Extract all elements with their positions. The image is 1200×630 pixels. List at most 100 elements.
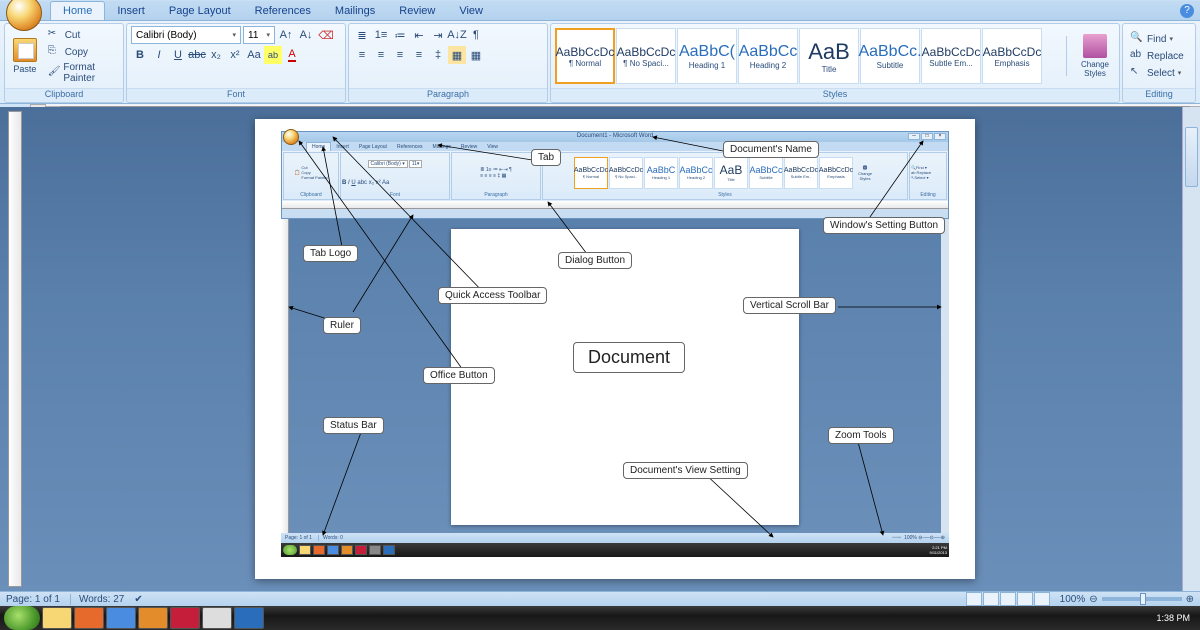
highlight-button[interactable]: ab — [264, 46, 282, 64]
brush-icon: 🖌 — [48, 66, 61, 80]
tab-insert[interactable]: Insert — [105, 2, 157, 20]
tab-page-layout[interactable]: Page Layout — [157, 2, 243, 20]
subscript-button[interactable]: x₂ — [207, 46, 225, 64]
style-card-5[interactable]: AaBbCc.Subtitle — [860, 28, 920, 84]
styles-group-label: Styles — [551, 88, 1119, 102]
style-card-3[interactable]: AaBbCcHeading 2 — [738, 28, 798, 84]
case-button[interactable]: Aa — [245, 46, 263, 64]
zoom-in-button[interactable]: ⊕ — [1186, 594, 1194, 605]
paste-button[interactable]: Paste — [9, 38, 41, 74]
taskbar-media[interactable] — [138, 607, 168, 629]
bullets-button[interactable]: ≣ — [353, 26, 371, 44]
justify-button[interactable]: ≡ — [410, 46, 428, 64]
group-editing: 🔍Find▾ abReplace ↖Select▾ Editing — [1122, 23, 1196, 103]
callout-documents-name: Document's Name — [723, 141, 819, 158]
document-area: Document1 - Microsoft Word ─□× HomeInser… — [0, 107, 1200, 591]
windows-taskbar: 1:38 PM — [0, 606, 1200, 630]
styles-gallery[interactable]: AaBbCcDc¶ NormalAaBbCcDc¶ No Spaci...AaB… — [553, 26, 1060, 86]
italic-button[interactable]: I — [150, 46, 168, 64]
scroll-thumb[interactable] — [1185, 127, 1198, 187]
clear-format-button[interactable]: ⌫ — [317, 26, 335, 44]
replace-icon: ab — [1130, 49, 1144, 63]
callout-document: Document — [573, 342, 685, 373]
clipboard-group-label: Clipboard — [5, 88, 123, 102]
callout-quick-access: Quick Access Toolbar — [438, 287, 547, 304]
copy-button[interactable]: ⎘Copy — [45, 44, 119, 60]
taskbar-firefox[interactable] — [74, 607, 104, 629]
ribbon-tabs: Home Insert Page Layout References Maili… — [0, 1, 1200, 21]
line-spacing-button[interactable]: ‡ — [429, 46, 447, 64]
document-page: Document1 - Microsoft Word ─□× HomeInser… — [255, 119, 975, 579]
style-card-1[interactable]: AaBbCcDc¶ No Spaci... — [616, 28, 676, 84]
help-icon[interactable]: ? — [1180, 4, 1194, 18]
paste-label: Paste — [13, 64, 36, 74]
ruler-vertical[interactable] — [0, 107, 30, 591]
shrink-font-button[interactable]: A↓ — [297, 26, 315, 44]
indent-dec-button[interactable]: ⇤ — [410, 26, 428, 44]
tab-view[interactable]: View — [447, 2, 495, 20]
inner-tabs: HomeInsertPage LayoutReferencesMailingsR… — [282, 142, 948, 151]
underline-button[interactable]: U — [169, 46, 187, 64]
align-left-button[interactable]: ≡ — [353, 46, 371, 64]
style-card-0[interactable]: AaBbCcDc¶ Normal — [555, 28, 615, 84]
view-draft[interactable] — [1034, 592, 1050, 606]
font-color-button[interactable]: A — [283, 46, 301, 64]
numbering-button[interactable]: 1≡ — [372, 26, 390, 44]
tab-references[interactable]: References — [243, 2, 323, 20]
strike-button[interactable]: abc — [188, 46, 206, 64]
zoom-controls[interactable]: 100% ⊖ ⊕ — [1060, 594, 1194, 605]
cut-button[interactable]: ✂Cut — [45, 27, 119, 43]
change-styles-button[interactable]: Change Styles — [1073, 34, 1117, 78]
start-button[interactable] — [4, 606, 40, 630]
style-card-2[interactable]: AaBbC(Heading 1 — [677, 28, 737, 84]
taskbar-chrome[interactable] — [202, 607, 232, 629]
style-card-4[interactable]: AaBTitle — [799, 28, 859, 84]
callout-ruler: Ruler — [323, 317, 361, 334]
tab-review[interactable]: Review — [387, 2, 447, 20]
taskbar-word[interactable] — [234, 607, 264, 629]
find-button[interactable]: 🔍Find▾ — [1127, 31, 1187, 47]
zoom-out-button[interactable]: ⊖ — [1089, 594, 1097, 605]
view-print-layout[interactable] — [966, 592, 982, 606]
callout-view-setting: Document's View Setting — [623, 462, 748, 479]
view-full-screen[interactable] — [983, 592, 999, 606]
show-marks-button[interactable]: ¶ — [467, 26, 485, 44]
borders-button[interactable]: ▦ — [467, 46, 485, 64]
bold-button[interactable]: B — [131, 46, 149, 64]
find-icon: 🔍 — [1130, 32, 1144, 46]
view-buttons[interactable] — [966, 592, 1050, 606]
taskbar-ie[interactable] — [106, 607, 136, 629]
align-center-button[interactable]: ≡ — [372, 46, 390, 64]
zoom-slider[interactable] — [1102, 597, 1182, 601]
view-outline[interactable] — [1017, 592, 1033, 606]
system-tray[interactable]: 1:38 PM — [1150, 613, 1196, 623]
tab-home[interactable]: Home — [50, 1, 105, 20]
vertical-scrollbar[interactable] — [1182, 107, 1200, 591]
callout-office-button: Office Button — [423, 367, 495, 384]
font-name-select[interactable]: Calibri (Body)▾ — [131, 26, 241, 44]
style-card-6[interactable]: AaBbCcDcSubtle Em... — [921, 28, 981, 84]
indent-inc-button[interactable]: ⇥ — [429, 26, 447, 44]
font-size-select[interactable]: 11▾ — [243, 26, 275, 44]
proofing-icon[interactable]: ✔ — [134, 594, 142, 605]
select-button[interactable]: ↖Select▾ — [1127, 65, 1187, 81]
paragraph-group-label: Paragraph — [349, 88, 547, 102]
format-painter-button[interactable]: 🖌Format Painter — [45, 61, 119, 85]
callout-windows-setting: Window's Setting Button — [823, 217, 945, 234]
inner-ribbon: 📋CutCopyFormat PainterClipboard Calibri … — [282, 151, 948, 201]
align-right-button[interactable]: ≡ — [391, 46, 409, 64]
multilevel-button[interactable]: ≔ — [391, 26, 409, 44]
editing-group-label: Editing — [1123, 88, 1195, 102]
status-words: Words: 27 — [70, 594, 124, 605]
superscript-button[interactable]: x² — [226, 46, 244, 64]
taskbar-explorer[interactable] — [42, 607, 72, 629]
sort-button[interactable]: A↓Z — [448, 26, 466, 44]
view-web-layout[interactable] — [1000, 592, 1016, 606]
shading-button[interactable]: ▦ — [448, 46, 466, 64]
grow-font-button[interactable]: A↑ — [277, 26, 295, 44]
style-card-7[interactable]: AaBbCcDcEmphasis — [982, 28, 1042, 84]
replace-button[interactable]: abReplace — [1127, 48, 1187, 64]
taskbar-app[interactable] — [170, 607, 200, 629]
find-label: Find — [1147, 34, 1166, 45]
tab-mailings[interactable]: Mailings — [323, 2, 387, 20]
